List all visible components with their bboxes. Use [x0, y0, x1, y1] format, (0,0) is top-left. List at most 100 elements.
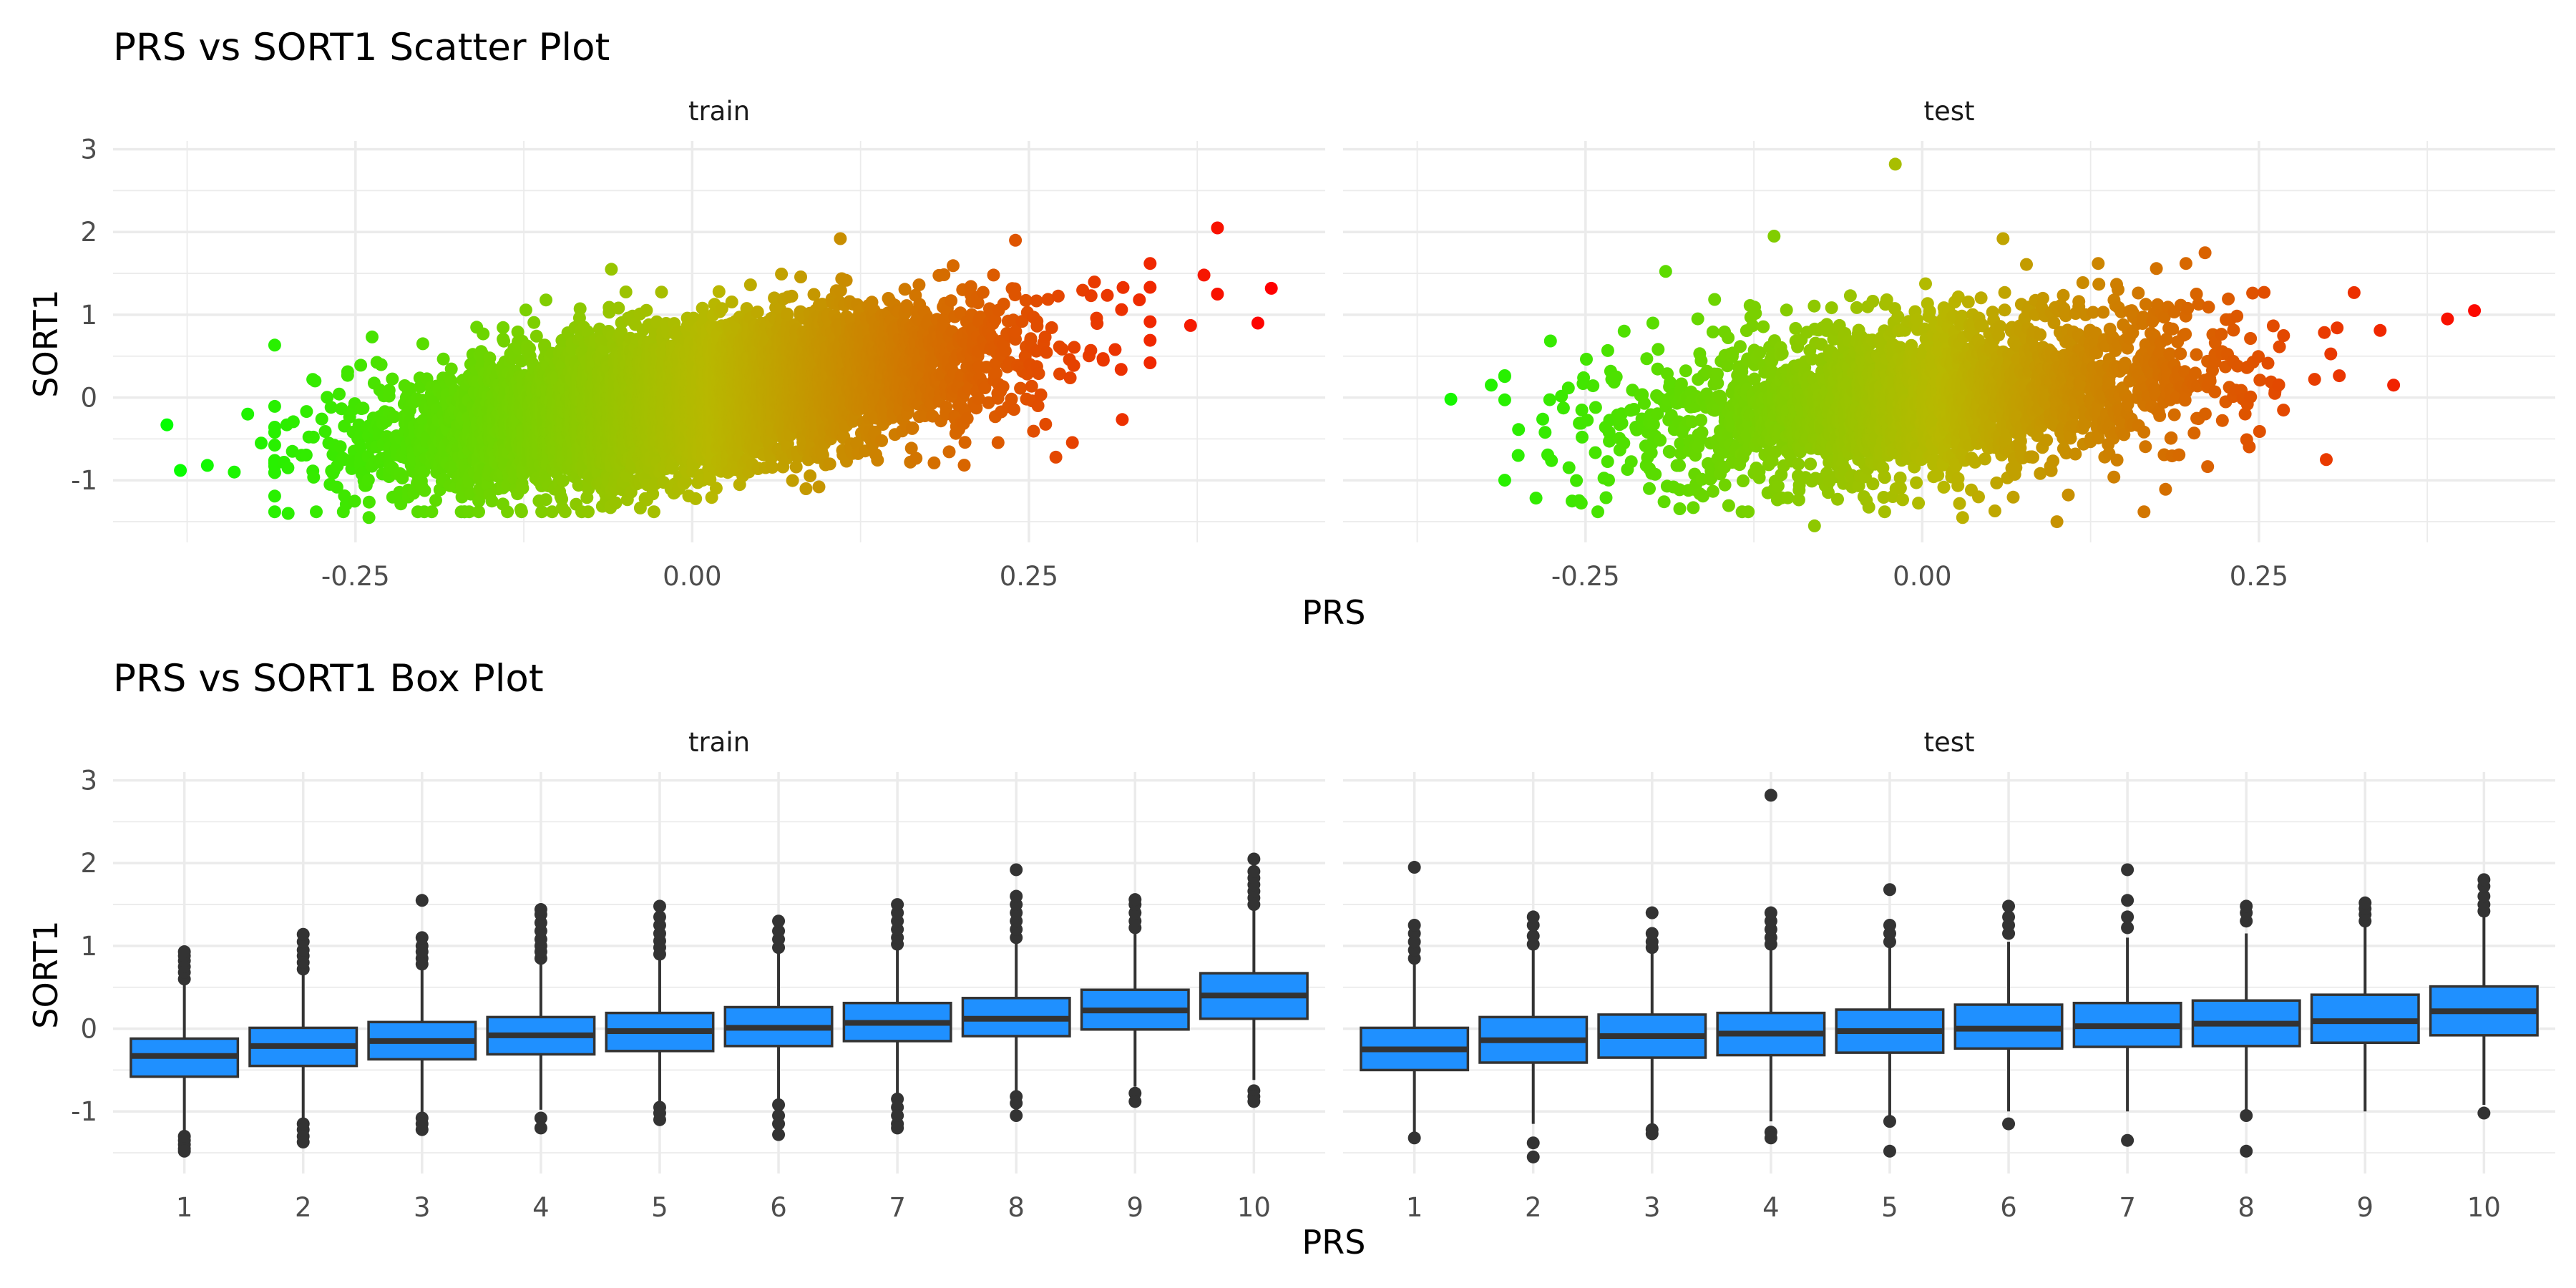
scatter-point — [281, 507, 295, 520]
scatter-point — [530, 329, 543, 343]
scatter-point — [539, 493, 552, 507]
scatter-point — [382, 384, 396, 397]
x-tick-label: 0.25 — [1000, 561, 1058, 592]
scatter-point — [572, 479, 585, 492]
box-y-axis-title: SORT1 — [26, 920, 65, 1028]
box-plot-title: PRS vs SORT1 Box Plot — [113, 657, 544, 701]
scatter-point — [330, 480, 343, 494]
scatter-point — [444, 362, 458, 376]
scatter-point — [640, 303, 653, 317]
scatter-point — [308, 374, 322, 388]
scatter-plot-title: PRS vs SORT1 Scatter Plot — [113, 26, 610, 69]
scatter-point — [612, 301, 625, 315]
scatter-point — [300, 405, 313, 419]
scatter-point — [751, 306, 764, 318]
scatter-point — [497, 334, 511, 348]
scatter-point — [497, 321, 510, 334]
scatter-point — [535, 505, 549, 519]
scatter-point — [268, 426, 281, 439]
scatter-point — [356, 401, 370, 415]
scatter-point — [712, 285, 726, 298]
x-tick-label: -0.25 — [321, 561, 390, 592]
scatter-point — [268, 505, 281, 519]
scatter-point — [348, 494, 361, 508]
scatter-point — [228, 465, 241, 479]
scatter-point — [404, 382, 417, 396]
scatter-point — [436, 352, 450, 366]
scatter-x-axis-title: PRS — [1302, 593, 1366, 632]
scatter-point — [307, 470, 321, 484]
scatter-point — [573, 302, 587, 316]
scatter-point — [527, 316, 541, 329]
y-tick-label: 0 — [80, 383, 97, 414]
scatter-point — [335, 402, 348, 416]
scatter-point — [341, 365, 354, 379]
scatter-point — [743, 278, 757, 292]
scatter-point — [333, 440, 347, 454]
scatter-point — [582, 505, 595, 519]
scatter-point — [386, 372, 399, 386]
scatter-point — [160, 418, 174, 431]
scatter-point — [268, 489, 281, 503]
scatter-point — [462, 505, 476, 519]
scatter-strip-test: test — [1923, 96, 1974, 127]
scatter-point — [361, 473, 375, 487]
y-tick-label: 1 — [80, 300, 97, 331]
scatter-point — [362, 495, 376, 509]
scatter-point — [299, 448, 313, 462]
scatter-point — [396, 472, 409, 484]
scatter-point — [609, 496, 623, 509]
scatter-point — [353, 441, 367, 454]
scatter-point — [775, 268, 789, 280]
scatter-point — [354, 358, 368, 372]
scatter-point — [485, 494, 499, 508]
scatter-point — [324, 401, 338, 414]
scatter-point — [268, 338, 281, 352]
scatter-point — [310, 505, 323, 519]
scatter-point — [200, 459, 214, 472]
scatter-point — [725, 296, 738, 308]
y-tick-label: -1 — [71, 465, 97, 496]
scatter-point — [241, 407, 255, 421]
scatter-point — [268, 466, 281, 479]
y-tick-label: 2 — [80, 217, 97, 248]
scatter-point — [501, 505, 514, 519]
scatter-point — [481, 478, 494, 492]
scatter-point — [306, 430, 320, 444]
scatter-point — [545, 505, 559, 519]
y-tick-label: 3 — [80, 135, 97, 165]
box-strip-test: test — [1923, 727, 1974, 758]
scatter-point — [362, 511, 376, 525]
scatter-point — [689, 492, 703, 505]
scatter-point — [281, 461, 295, 474]
box-x-axis-title: PRS — [1302, 1223, 1366, 1262]
scatter-point — [647, 505, 660, 519]
x-tick-label: 0.00 — [663, 561, 721, 592]
scatter-point — [366, 330, 379, 343]
scatter-point — [286, 415, 300, 429]
scatter-point — [619, 286, 633, 298]
scatter-point — [318, 425, 332, 438]
scatter-point — [387, 410, 401, 424]
scatter-point — [416, 337, 429, 351]
scatter-point — [605, 263, 618, 276]
scatter-point — [477, 327, 490, 341]
scatter-point — [519, 303, 532, 317]
scatter-point — [425, 505, 439, 519]
scatter-point — [321, 391, 334, 404]
scatter-strip-train: train — [688, 96, 750, 127]
scatter-point — [516, 482, 530, 495]
box-strip-train: train — [688, 727, 750, 758]
scatter-point — [268, 399, 281, 413]
scatter-point — [709, 482, 723, 495]
scatter-point — [315, 412, 328, 426]
scatter-point — [268, 439, 281, 452]
scatter-point — [655, 286, 668, 299]
scatter-point — [483, 351, 497, 365]
scatter-point — [514, 505, 528, 519]
scatter-point — [558, 505, 572, 519]
scatter-point — [472, 505, 485, 519]
scatter-point — [417, 465, 431, 479]
scatter-point — [255, 436, 268, 450]
scatter-point — [374, 358, 388, 371]
